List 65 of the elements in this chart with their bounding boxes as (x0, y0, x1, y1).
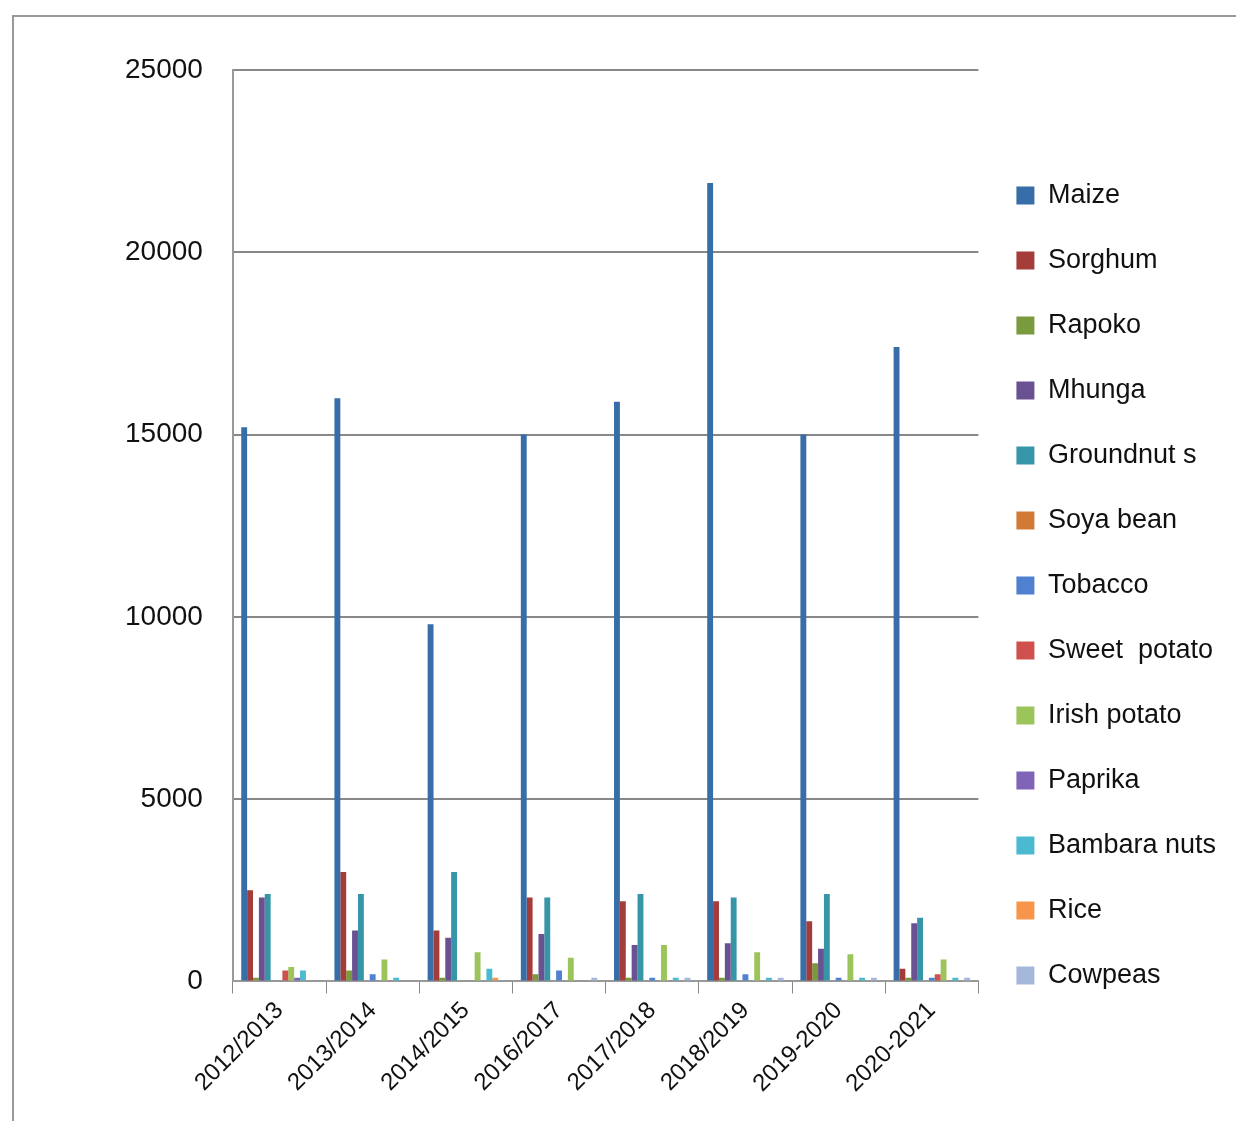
legend-label: Bambara nuts (1047, 828, 1216, 859)
bar (346, 970, 353, 981)
bar (619, 901, 626, 981)
bar (661, 945, 667, 981)
bar (917, 917, 923, 981)
y-tick-label: 0 (187, 964, 203, 996)
bar (800, 434, 807, 981)
bar (451, 872, 458, 981)
bar (258, 897, 265, 981)
bar (264, 893, 271, 981)
bar (300, 970, 306, 981)
bar (754, 952, 761, 981)
bar (934, 974, 941, 981)
bar (445, 937, 452, 981)
bar (556, 970, 562, 981)
bar (381, 959, 388, 981)
bar (288, 966, 295, 981)
legend-label: Soya bean (1047, 503, 1178, 534)
bar (631, 945, 638, 981)
bar (544, 897, 551, 981)
legend-label: Maize (1047, 178, 1120, 209)
y-tick-label: 15000 (124, 417, 203, 449)
bar (538, 934, 545, 981)
y-tick-label: 10000 (124, 599, 203, 631)
legend-label: Sweet potato (1047, 633, 1214, 664)
bar (486, 968, 493, 981)
bar (724, 943, 731, 981)
bar (707, 183, 714, 981)
bar (911, 923, 918, 981)
bar (427, 624, 434, 981)
bar (282, 970, 289, 981)
legend-label: Sorghum (1047, 243, 1158, 274)
bar (526, 897, 533, 981)
bar (567, 957, 574, 981)
bar (818, 948, 824, 981)
bar (247, 890, 254, 981)
bar (520, 434, 527, 981)
legend-label: Rice (1047, 893, 1102, 924)
legend-label: Groundnut s (1047, 438, 1197, 469)
bar (241, 427, 248, 981)
bar (357, 893, 364, 981)
y-tick-label: 25000 (124, 52, 203, 84)
bar (742, 974, 749, 981)
bar (823, 893, 830, 981)
bar (474, 952, 481, 981)
bar (940, 959, 947, 981)
bar (899, 968, 906, 981)
bar (713, 901, 719, 981)
legend-label: Irish potato (1047, 698, 1182, 729)
legend-label: Cowpeas (1047, 958, 1161, 989)
y-tick-label: 5000 (140, 781, 203, 813)
bar (334, 398, 341, 981)
legend-label: Paprika (1047, 763, 1141, 794)
bar (730, 897, 737, 981)
bar (812, 963, 819, 981)
bar (847, 954, 854, 981)
bar (369, 974, 376, 981)
bar (340, 872, 347, 981)
legend-label: Tobacco (1047, 568, 1149, 599)
y-tick-label: 20000 (124, 235, 203, 267)
bar (614, 401, 620, 981)
legend-label: Mhunga (1047, 373, 1147, 404)
legend-label: Rapoko (1047, 308, 1141, 339)
bar (352, 930, 358, 981)
bar (806, 921, 813, 981)
